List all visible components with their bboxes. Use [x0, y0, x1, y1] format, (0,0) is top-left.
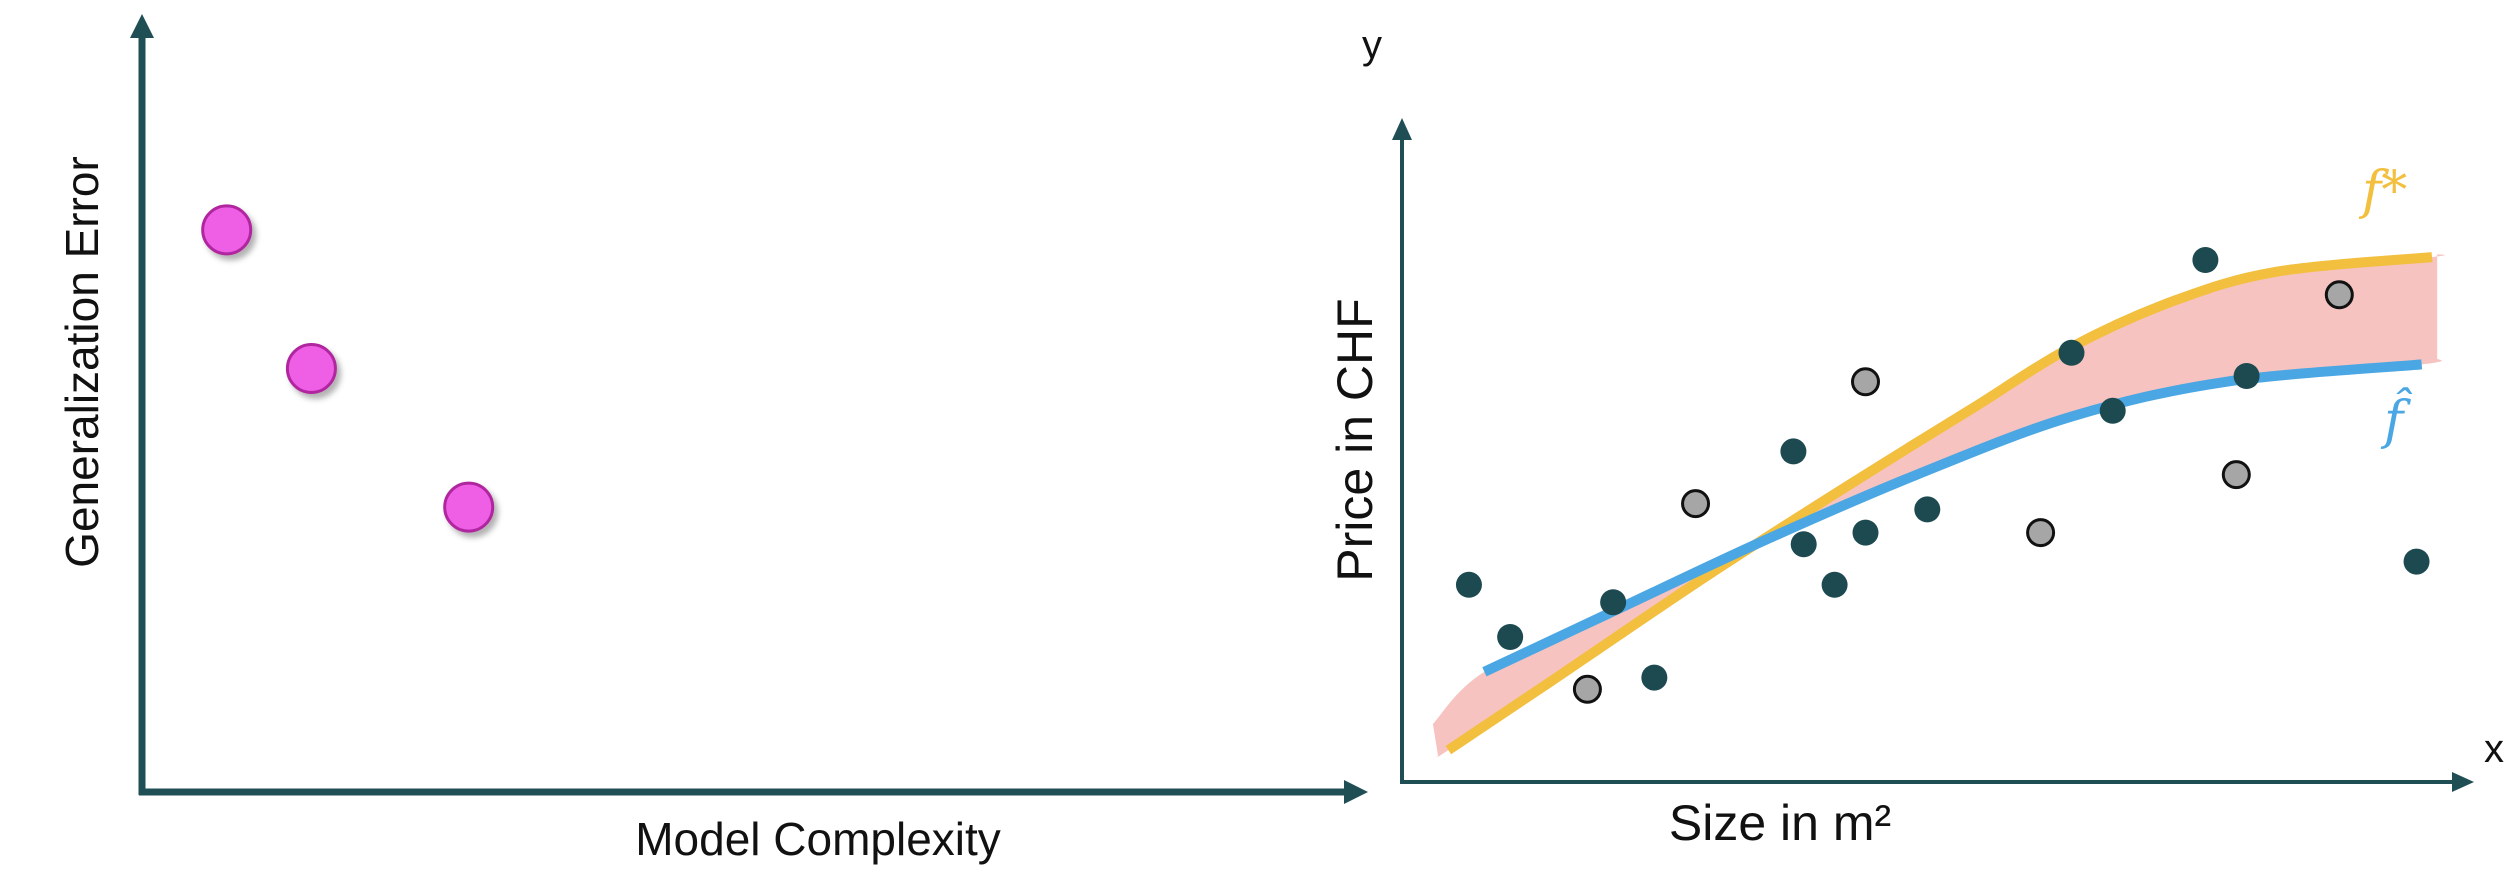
- data-point-dark-14: [2403, 548, 2430, 575]
- data-point-dark-8: [1852, 519, 1879, 546]
- data-point-dark-7: [1821, 571, 1848, 598]
- right-x-axis-label: Size in m²: [1669, 795, 1891, 851]
- data-point-dark-9: [1914, 496, 1941, 523]
- data-point-dark-5: [1780, 438, 1807, 465]
- error-markers: [201, 204, 495, 533]
- estimated-function-label: f̂: [2380, 388, 2413, 451]
- data-point-gray-6: [2324, 280, 2354, 310]
- true-function-label: f*: [2358, 161, 2407, 221]
- generalization-error-chart: Model Complexity Generalization Error: [56, 14, 1368, 865]
- data-point-gray-4: [2026, 518, 2056, 548]
- error-marker-2: [285, 343, 337, 394]
- left-y-axis-arrowhead: [130, 14, 154, 38]
- data-point-dark-13: [2233, 363, 2260, 389]
- data-point-gray-2: [1681, 489, 1711, 519]
- data-point-dark-3: [1600, 589, 1627, 616]
- data-point-dark-6: [1790, 531, 1817, 558]
- error-marker-1: [201, 204, 253, 256]
- left-x-axis-arrowhead: [1344, 780, 1368, 804]
- data-point-gray-3: [1851, 367, 1880, 397]
- right-y-axis-arrowhead: [1392, 118, 1412, 140]
- data-point-gray-1: [1572, 674, 1602, 704]
- right-x-axis-arrowhead: [2452, 772, 2474, 792]
- left-x-axis-label: Model Complexity: [635, 813, 1001, 865]
- left-y-axis-label: Generalization Error: [56, 156, 108, 568]
- data-point-dark-1: [1455, 571, 1482, 598]
- data-points: [1455, 247, 2430, 704]
- data-point-gray-5: [2221, 460, 2251, 490]
- data-point-dark-10: [2058, 339, 2085, 366]
- true-vs-estimate-gap-band: [1432, 254, 2446, 758]
- error-marker-3: [443, 481, 495, 533]
- data-point-dark-12: [2192, 247, 2219, 273]
- right-y-axis-label: Price in CHF: [1327, 298, 1383, 581]
- price-size-chart: x y Size in m² Price in CHF f* f̂: [1327, 23, 2504, 851]
- data-point-dark-2: [1497, 624, 1524, 650]
- data-point-dark-4: [1641, 664, 1668, 691]
- right-x-axis-letter: x: [2484, 727, 2504, 771]
- gap-band-area: [1432, 254, 2446, 758]
- data-point-dark-11: [2099, 397, 2126, 424]
- true-function-curve: [1445, 252, 2433, 755]
- right-y-axis-letter: y: [1362, 23, 1382, 67]
